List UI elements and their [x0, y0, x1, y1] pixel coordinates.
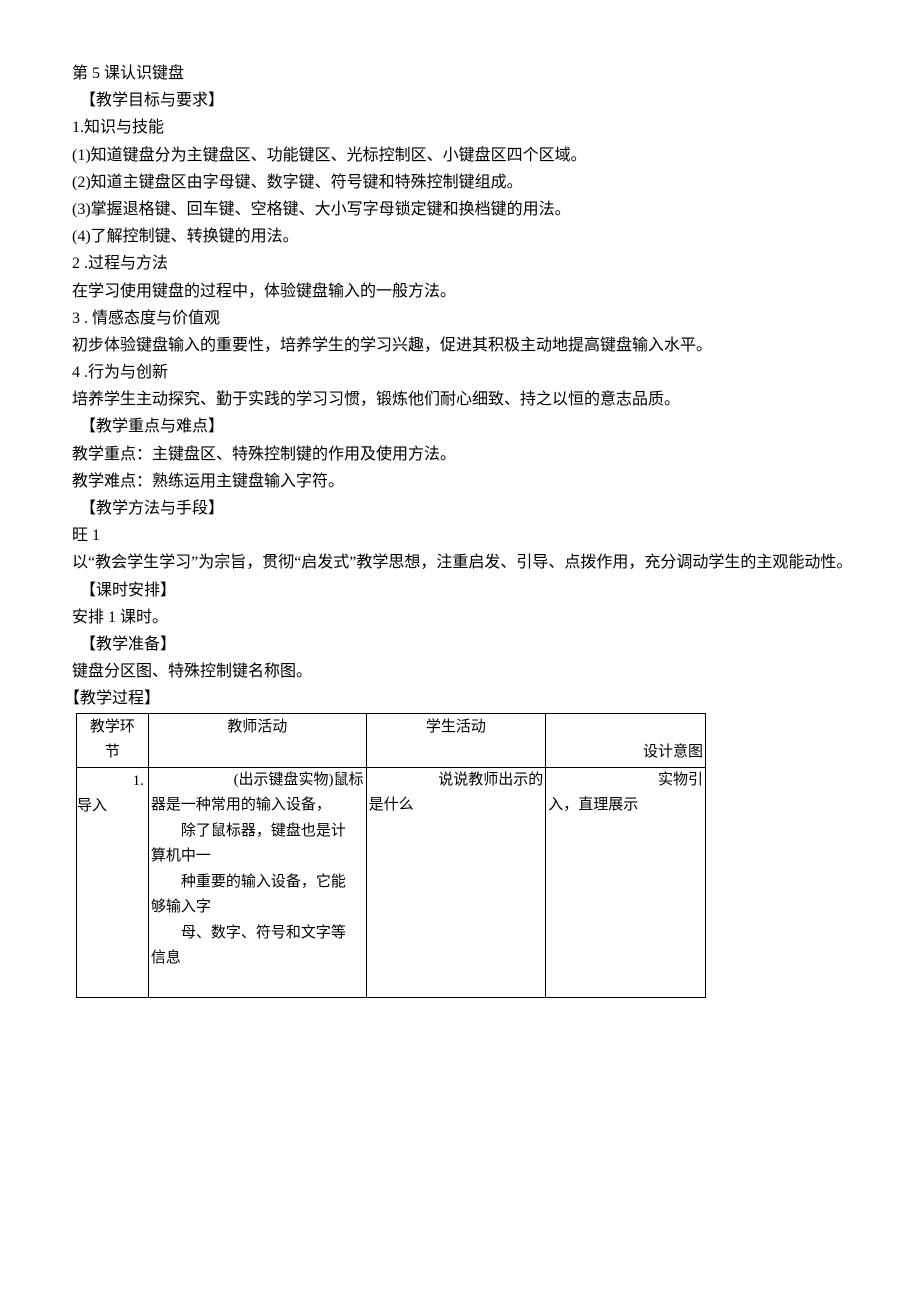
- focus-1: 教学重点：主键盘区、特殊控制键的作用及使用方法。: [40, 441, 880, 468]
- cell-teacher: (出示键盘实物)鼠标 器是一种常用的输入设备， 除了鼠标器，键盘也是计 算机中一…: [148, 767, 366, 998]
- table-header-row: 教学环 节 教师活动 学生活动 设计意图: [77, 713, 706, 767]
- process-table: 教学环 节 教师活动 学生活动 设计意图 1. 导入 (出示键盘实物)鼠标 器是…: [76, 713, 706, 999]
- s1-item-3: (3)掌握退格键、回车键、空格键、大小写字母锁定键和换档键的用法。: [40, 196, 880, 223]
- th-student: 学生活动: [366, 713, 546, 767]
- cell-student: 说说教师出示的 是什么: [366, 767, 546, 998]
- section4-body: 培养学生主动探究、勤于实践的学习习惯，锻炼他们耐心细致、持之以恒的意志品质。: [40, 386, 880, 413]
- goals-header: 【教学目标与要求】: [40, 87, 880, 114]
- method-body: 以“教会学生学习”为宗旨，贯彻“启发式”教学思想，注重启发、引导、点拨作用，充分…: [40, 549, 880, 576]
- section3-body: 初步体验键盘输入的重要性，培养学生的学习兴趣，促进其积极主动地提高键盘输入水平。: [40, 332, 880, 359]
- process-header: 【教学过程】: [40, 685, 880, 712]
- prep-body: 键盘分区图、特殊控制键名称图。: [40, 658, 880, 685]
- section4-title: 4 .行为与创新: [40, 359, 880, 386]
- section2-title: 2 .过程与方法: [40, 250, 880, 277]
- s1-item-1: (1)知道键盘分为主键盘区、功能键区、光标控制区、小键盘区四个区域。: [40, 142, 880, 169]
- cell-intent: 实物引 入，直理展示: [546, 767, 706, 998]
- prep-header: 【教学准备】: [40, 631, 880, 658]
- lesson-title: 第 5 课认识键盘: [40, 60, 880, 87]
- cell-stage: 1. 导入: [77, 767, 149, 998]
- s1-item-2: (2)知道主键盘区由字母键、数字键、符号键和特殊控制键组成。: [40, 169, 880, 196]
- th-teacher: 教师活动: [148, 713, 366, 767]
- schedule-body: 安排 1 课时。: [40, 604, 880, 631]
- section2-body: 在学习使用键盘的过程中，体验键盘输入的一般方法。: [40, 278, 880, 305]
- focus-2: 教学难点：熟练运用主键盘输入字符。: [40, 468, 880, 495]
- s1-item-4: (4)了解控制键、转换键的用法。: [40, 223, 880, 250]
- method-header: 【教学方法与手段】: [40, 495, 880, 522]
- section3-title: 3 . 情感态度与价值观: [40, 305, 880, 332]
- method-line1: 旺 1: [40, 522, 880, 549]
- schedule-header: 【课时安排】: [40, 577, 880, 604]
- th-stage: 教学环 节: [77, 713, 149, 767]
- table-row: 1. 导入 (出示键盘实物)鼠标 器是一种常用的输入设备， 除了鼠标器，键盘也是…: [77, 767, 706, 998]
- focus-header: 【教学重点与难点】: [40, 413, 880, 440]
- section1-title: 1.知识与技能: [40, 114, 880, 141]
- th-intent: 设计意图: [546, 713, 706, 767]
